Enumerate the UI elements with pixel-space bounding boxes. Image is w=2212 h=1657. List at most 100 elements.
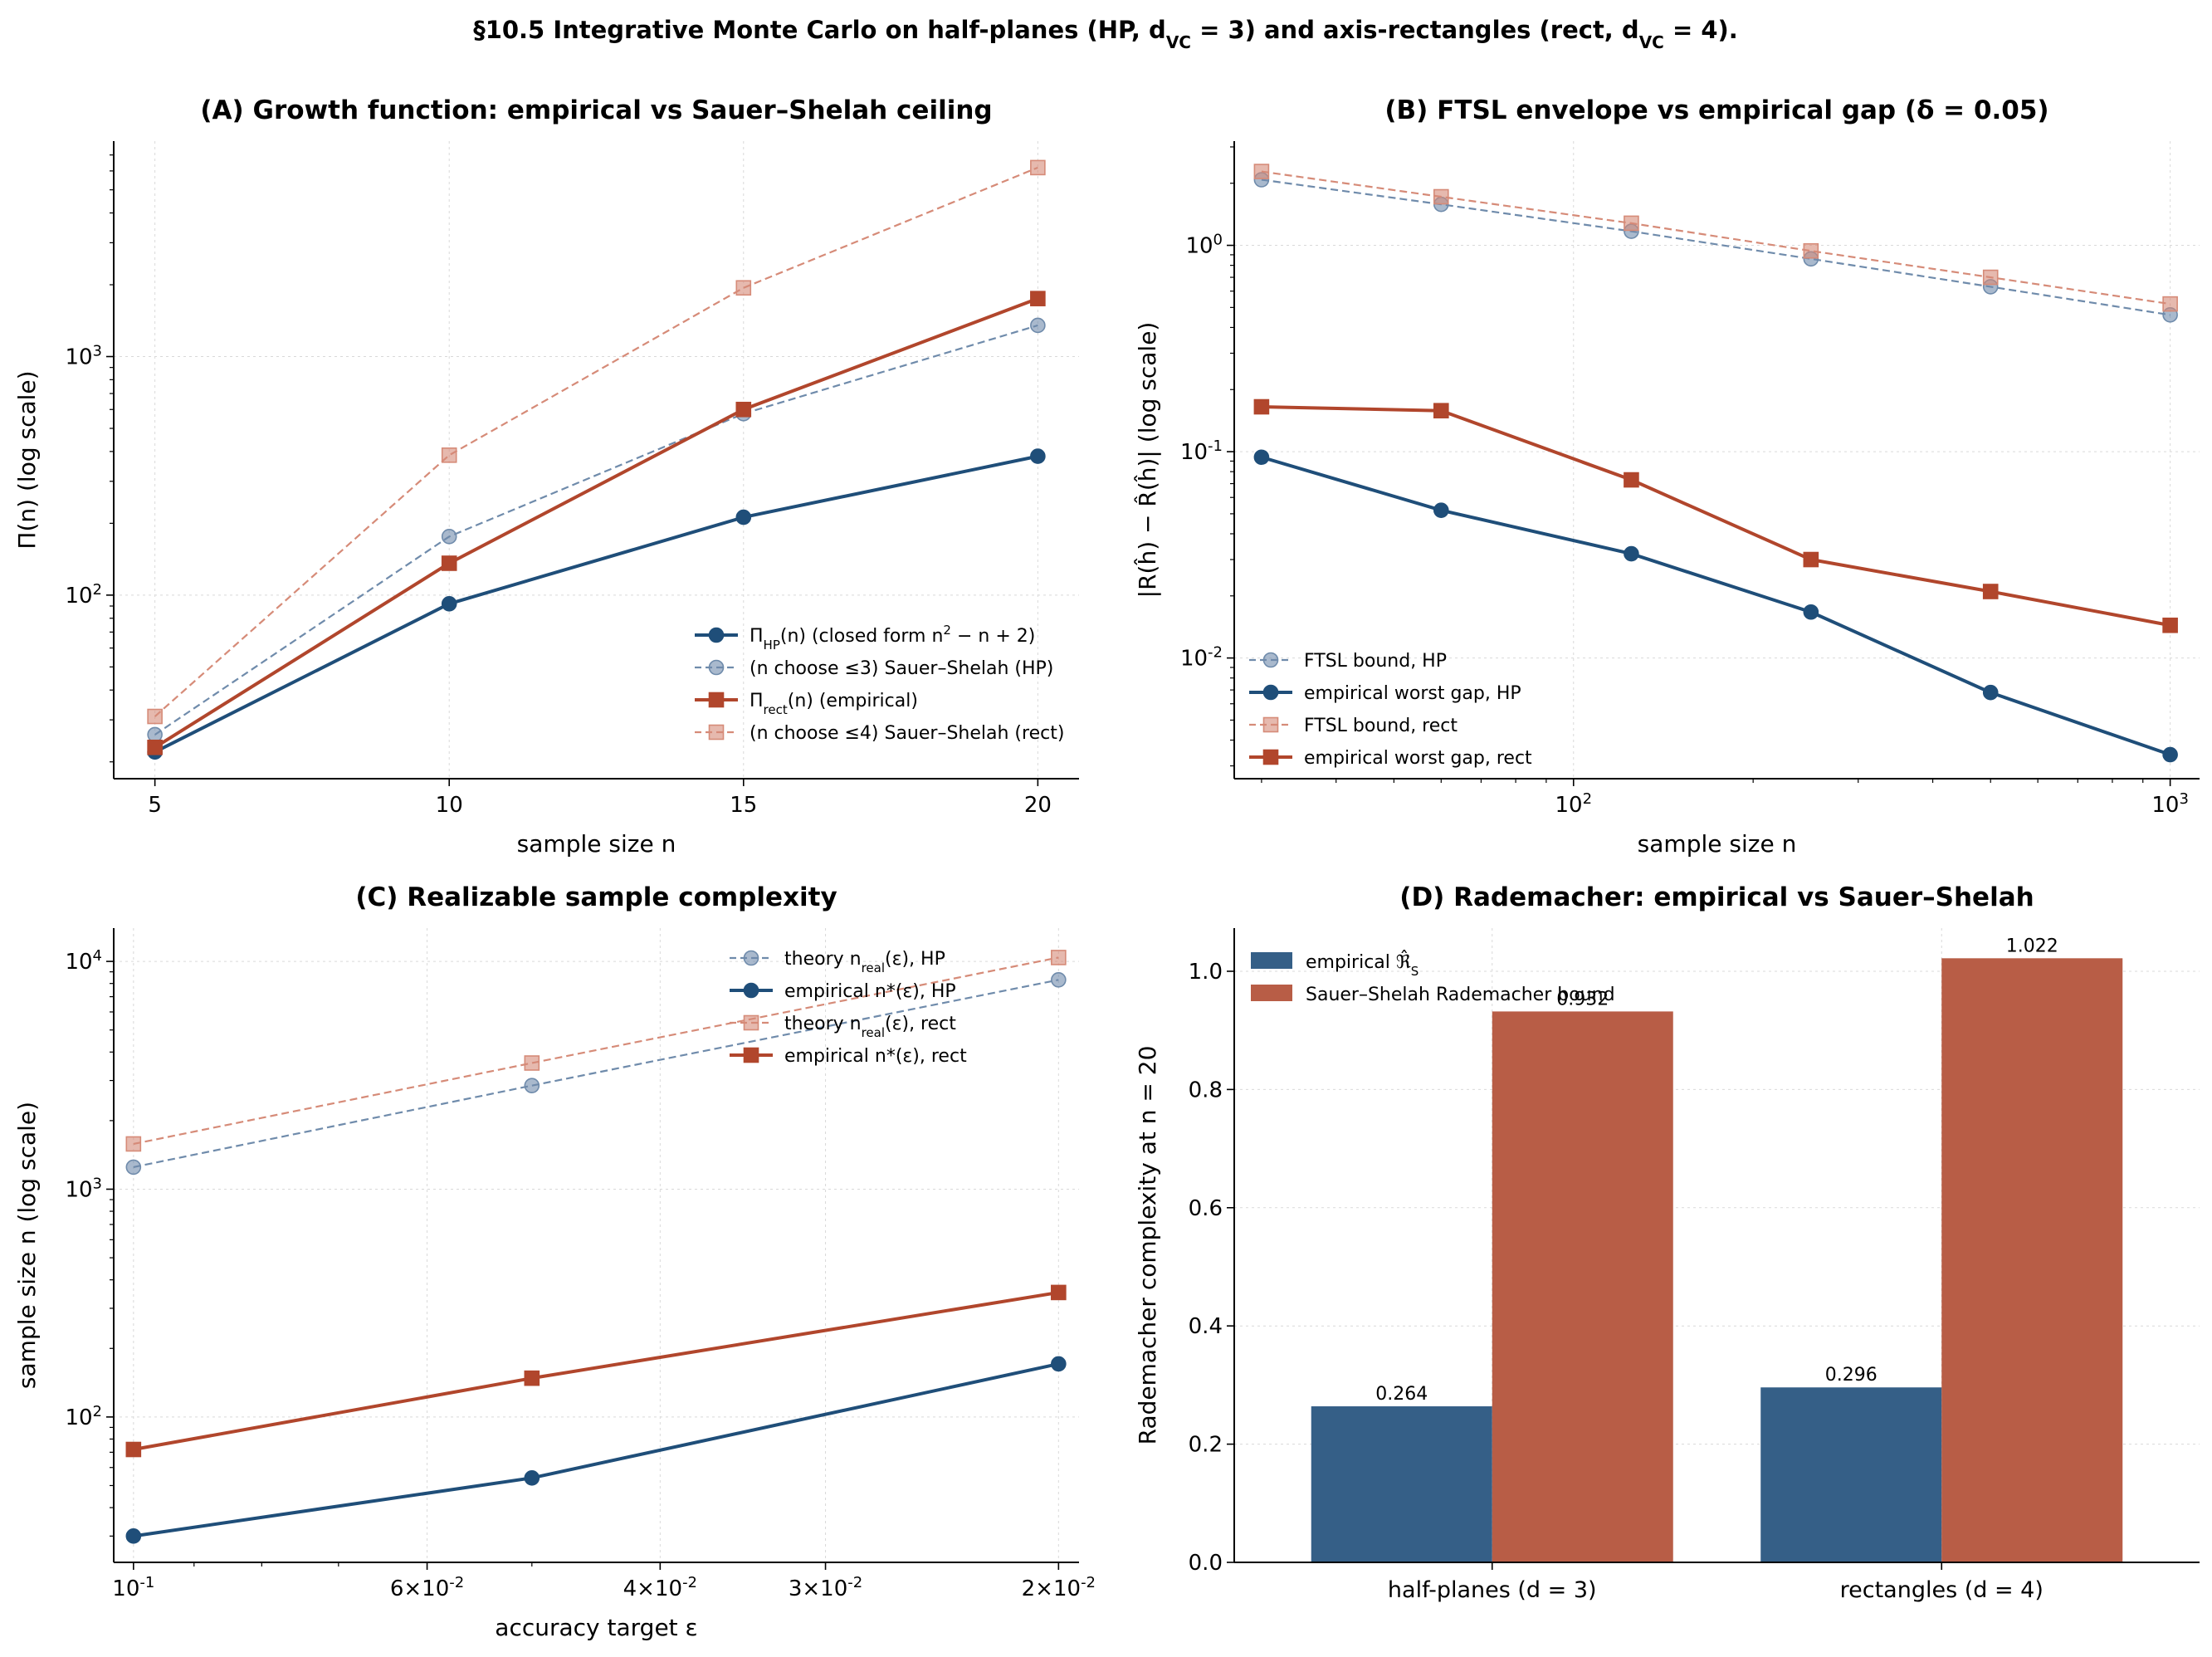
legend-swatch [1251,985,1292,1001]
data-point [441,555,457,571]
x-tick-label: 6×10-2 [390,1574,464,1602]
series-1 [1253,172,2178,323]
legend-marker [1262,716,1279,733]
bar-value-label: 0.296 [1825,1365,1878,1386]
data-point [1433,403,1449,419]
data-point [125,1441,142,1458]
series-4 [125,1284,1067,1458]
data-point [2162,296,2178,312]
y-tick-label: 104 [65,947,102,975]
bar [1311,1406,1492,1562]
bar-value-label: 1.022 [2006,936,2058,956]
y-tick-label: 0.4 [1189,1314,1223,1339]
legend-label: empirical ℜ̂S [1306,951,1419,979]
panel-title: (A) Growth function: empirical vs Sauer–… [200,95,992,125]
legend: ΠHP(n) (closed form n2 − n + 2) (n choose… [695,623,1064,744]
data-point [125,1136,142,1152]
grid [114,928,1079,1562]
y-axis-label: |R(ĥ) − R̂(ĥ)| (log scale) [1133,322,1161,599]
data-point [1253,449,1270,466]
x-tick-label: 3×10-2 [789,1574,862,1602]
panel-B: 102 103 10-2 10-1 100 (B) FTSL envelope vs em… [1133,95,2200,858]
legend-label: empirical n*(ε), rect [784,1046,967,1067]
legend-label: ΠHP(n) (closed form n2 − n + 2) [750,623,1035,653]
data-point [1253,164,1270,179]
series-line [154,296,1039,749]
y-tick-label: 103 [65,1175,102,1203]
bar-series-2: 0.932 1.022 [1492,936,2123,1562]
legend-marker [743,1014,759,1031]
series-line [1261,405,2170,628]
panel-D: 0.264 0.296 0.932 1.022 0.0 0.2 0.4 0.6 0.8 1.0 ha… [1134,882,2200,1603]
data-point [441,595,457,612]
y-tick-label: 103 [65,342,102,370]
data-point [2162,746,2178,763]
x-axis-label: sample size n [517,830,676,858]
bar-value-label: 0.264 [1375,1384,1428,1405]
data-point [735,401,752,418]
series-line [154,454,1038,754]
data-point [1030,159,1046,176]
series-1 [147,448,1046,760]
y-axis-label: Π(n) (log scale) [13,370,41,549]
x-tick-label: 10 [436,793,463,818]
data-point [524,1078,540,1093]
legend-marker [708,724,725,741]
series-1 [125,971,1067,1176]
series-2 [1253,449,2178,763]
legend-marker [743,1047,759,1063]
y-tick-label: 1.0 [1189,960,1223,985]
x-tick-label: 102 [1555,790,1592,819]
legend-marker [1262,684,1279,701]
panel-title: (C) Realizable sample complexity [355,882,837,912]
data-point [1051,950,1067,965]
y-tick-label: 0.0 [1189,1551,1223,1576]
data-point [1982,684,1999,701]
legend-marker [1262,749,1279,765]
panel-title: (D) Rademacher: empirical vs Sauer–Shela… [1399,882,2034,912]
series-3 [147,291,1046,755]
data-point [125,1528,142,1544]
series-line [133,1361,1059,1538]
data-point [1433,502,1449,518]
legend-label: empirical worst gap, HP [1304,683,1521,704]
bar [1941,958,2123,1562]
panel-A: 5 10 15 20 102 103 (A) Growth function: empiri… [13,95,1079,858]
legend: theory nreal(ε), HP empirical n*(ε), HP th… [730,949,967,1067]
data-point [441,529,457,545]
legend-label: FTSL bound, HP [1304,651,1447,672]
data-point [1803,551,1819,568]
data-point [1030,291,1046,306]
legend-label: theory nreal(ε), HP [784,949,945,975]
series-2 [125,1356,1067,1544]
series-3 [1253,164,2178,312]
grid [1234,141,2200,779]
series-4 [1253,398,2178,633]
x-axis-label: accuracy target ε [495,1614,697,1641]
bar-value-label: 0.932 [1556,989,1609,1009]
data-point [1624,215,1639,232]
y-axis-label: Rademacher complexity at n = 20 [1134,1046,1161,1445]
x-tick-label: 15 [730,793,757,818]
data-point [524,1370,540,1386]
legend-swatch [1251,952,1292,969]
data-point [1051,1284,1067,1301]
data-point [1982,269,1999,286]
data-point [1433,188,1449,205]
x-tick-label: 10-1 [112,1574,154,1602]
y-axis-label: sample size n (log scale) [13,1102,41,1389]
y-tick-label: 10-2 [1180,643,1223,672]
data-point [147,708,163,725]
data-point [1982,584,1999,599]
legend-label: empirical worst gap, rect [1304,748,1532,769]
legend-label: Πrect(n) (empirical) [750,691,918,717]
data-point [735,280,752,296]
data-point [1803,604,1819,620]
x-tick-label: rectangles (d = 4) [1840,1577,2044,1603]
data-point [1030,317,1046,334]
legend-label: empirical n*(ε), HP [784,981,956,1002]
legend-label: (n choose ≤4) Sauer–Shelah (rect) [750,723,1064,744]
data-point [524,1469,540,1486]
bar [1760,1387,1942,1562]
